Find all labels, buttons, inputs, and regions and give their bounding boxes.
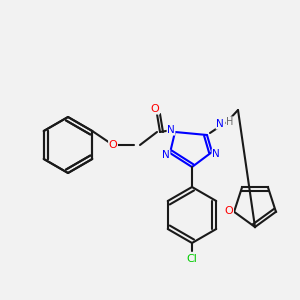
Text: O: O [151,104,159,114]
Text: O: O [109,140,117,150]
Text: N: N [212,149,220,159]
Text: O: O [225,206,233,216]
Text: N: N [167,125,175,135]
Text: N: N [216,119,224,129]
Text: Cl: Cl [187,254,197,264]
Text: N: N [162,150,170,160]
Text: H: H [226,117,233,127]
